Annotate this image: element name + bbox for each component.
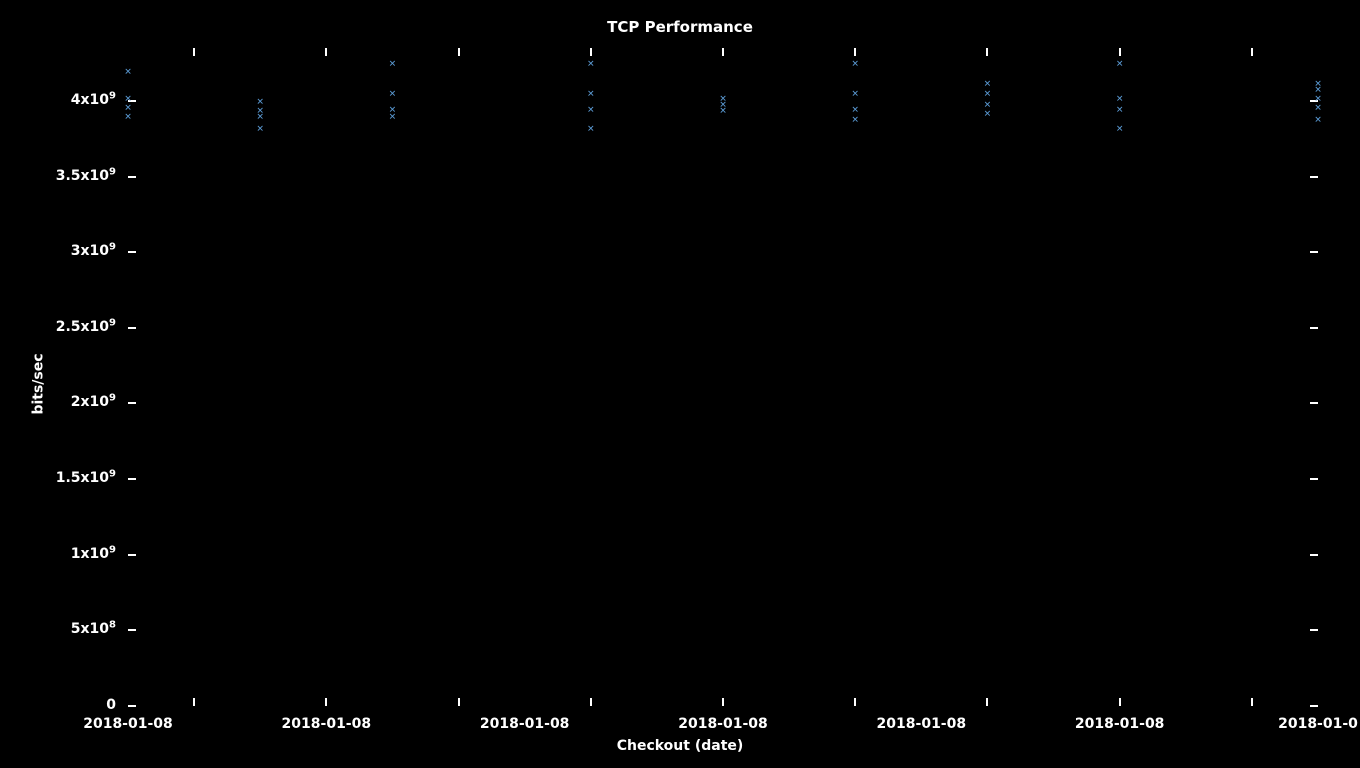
data-point: ✕	[389, 58, 396, 69]
data-point: ✕	[389, 111, 396, 122]
x-axis-label: Checkout (date)	[0, 738, 1360, 754]
data-point: ✕	[257, 123, 264, 134]
y-tick-label: 5x108	[71, 621, 116, 637]
tcp-performance-chart: TCP Performance bits/sec Checkout (date)…	[0, 0, 1360, 768]
y-tick-label: 3x109	[71, 243, 116, 259]
data-point: ✕	[587, 103, 594, 114]
y-tick-label: 1.5x109	[56, 470, 116, 486]
data-point: ✕	[1116, 58, 1123, 69]
data-point: ✕	[1315, 114, 1322, 125]
x-tick-label: 2018-01-08	[678, 716, 768, 732]
y-tick-label: 0	[106, 697, 116, 713]
x-tick-label: 2018-01-08	[877, 716, 967, 732]
x-tick-label: 2018-01-08	[282, 716, 372, 732]
data-point: ✕	[984, 108, 991, 119]
data-point: ✕	[1116, 123, 1123, 134]
plot-area: ✕✕✕✕✕✕✕✕✕✕✕✕✕✕✕✕✕✕✕✕✕✕✕✕✕✕✕✕✕✕✕✕✕✕✕✕	[128, 48, 1318, 706]
data-point: ✕	[852, 58, 859, 69]
data-point: ✕	[389, 88, 396, 99]
data-point: ✕	[852, 114, 859, 125]
data-point: ✕	[125, 111, 132, 122]
x-tick-label: 2018-01-0	[1278, 716, 1358, 732]
data-point: ✕	[587, 88, 594, 99]
x-tick-label: 2018-01-08	[83, 716, 173, 732]
y-tick-label: 3.5x109	[56, 168, 116, 184]
y-tick-label: 2x109	[71, 394, 116, 410]
y-tick-label: 2.5x109	[56, 319, 116, 335]
x-tick-label: 2018-01-08	[1075, 716, 1165, 732]
y-tick-label: 4x109	[71, 92, 116, 108]
y-axis-label: bits/sec	[31, 353, 47, 414]
data-point: ✕	[1315, 101, 1322, 112]
data-point: ✕	[720, 105, 727, 116]
data-point: ✕	[852, 88, 859, 99]
x-tick-label: 2018-01-08	[480, 716, 570, 732]
chart-title: TCP Performance	[0, 18, 1360, 36]
data-point: ✕	[257, 111, 264, 122]
data-point: ✕	[587, 58, 594, 69]
data-point: ✕	[1116, 103, 1123, 114]
y-tick-label: 1x109	[71, 546, 116, 562]
data-point: ✕	[125, 65, 132, 76]
data-point: ✕	[587, 123, 594, 134]
